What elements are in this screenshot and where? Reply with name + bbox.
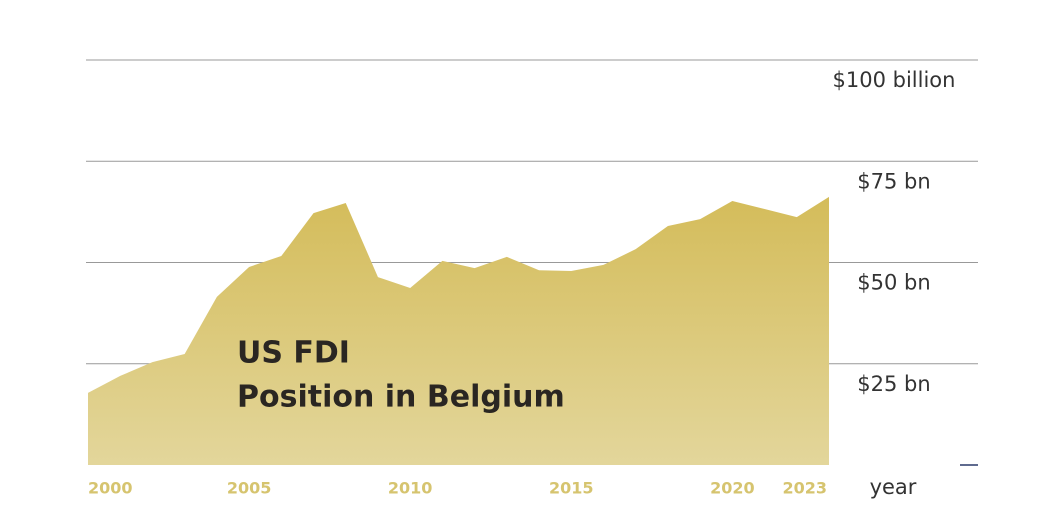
y-tick-label: $25 bn bbox=[857, 372, 930, 396]
area bbox=[88, 196, 829, 465]
y-tick-label: $75 bn bbox=[857, 169, 930, 193]
x-tick-label: 2010 bbox=[388, 479, 433, 498]
y-tick-label: $100 billion bbox=[833, 68, 956, 92]
chart-title: Position in Belgium bbox=[237, 380, 565, 415]
x-tick-label: 2000 bbox=[88, 479, 133, 498]
x-tick-label: 2005 bbox=[227, 479, 272, 498]
x-axis-label: year bbox=[870, 475, 917, 499]
chart-title: US FDI bbox=[237, 336, 350, 371]
labels: $25 bn $50 bn $75 bn $100 billion 2000 2005 20… bbox=[88, 68, 955, 499]
plot-area bbox=[88, 196, 829, 465]
y-tick-label: $50 bn bbox=[857, 271, 930, 295]
x-tick-label: 2015 bbox=[549, 479, 594, 498]
x-tick-label: 2023 bbox=[782, 479, 827, 498]
x-tick-label: 2020 bbox=[710, 479, 755, 498]
